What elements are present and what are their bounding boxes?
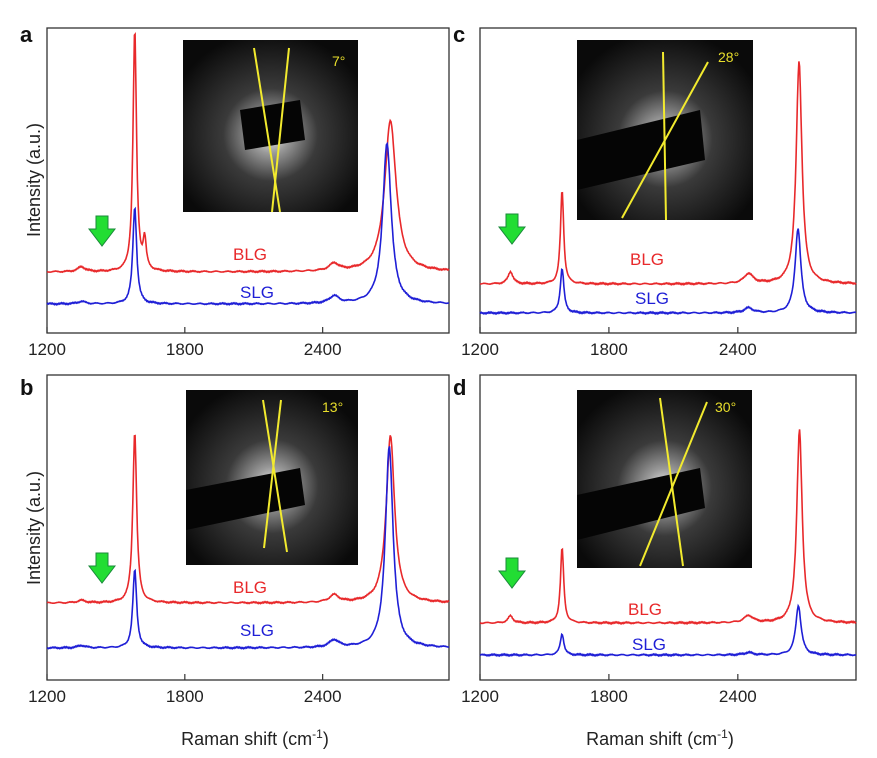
panel-label: d (453, 375, 466, 400)
slg-spectrum (46, 446, 450, 650)
blg-label: BLG (630, 250, 664, 269)
x-tick-label: 1800 (166, 340, 204, 359)
slg-spectrum (479, 603, 857, 658)
x-tick-label: 1800 (590, 687, 628, 706)
x-tick-label: 2400 (304, 687, 342, 706)
panel-a: 1200 1800 2400 a BLG SLG 7° (20, 22, 450, 359)
x-tick-label: 2400 (719, 340, 757, 359)
x-axis-label-sup: -1 (717, 727, 728, 741)
x-axis-label-sup: -1 (312, 727, 323, 741)
slg-label: SLG (635, 289, 669, 308)
x-tick-label: 1200 (28, 340, 66, 359)
plot-frame (479, 27, 857, 334)
y-axis-label-top: Intensity (a.u.) (24, 123, 44, 237)
panel-label: a (20, 22, 33, 47)
slg-label: SLG (240, 621, 274, 640)
blg-spectrum (479, 429, 857, 626)
plot-frame (46, 27, 450, 334)
x-tick-label: 2400 (304, 340, 342, 359)
diffraction-inset: 13° (186, 390, 358, 565)
x-axis-label-end: ) (323, 729, 329, 749)
x-ticks: 1200 1800 2400 (28, 327, 342, 359)
x-tick-label: 1800 (166, 687, 204, 706)
panel-d: 1200 1800 2400 d BLG SLG 30° (453, 374, 857, 706)
blg-spectrum (479, 61, 857, 286)
panel-label: b (20, 375, 33, 400)
inset-angle: 13° (322, 399, 343, 415)
green-arrow-icon (87, 552, 117, 584)
green-arrow-icon (497, 557, 527, 589)
x-axis-label-left: Raman shift (cm-1) (181, 727, 329, 749)
x-ticks: 1200 1800 2400 (461, 327, 757, 359)
x-axis-label-end: ) (728, 729, 734, 749)
green-arrow-icon (87, 215, 117, 247)
x-ticks: 1200 1800 2400 (28, 674, 342, 706)
panel-label: c (453, 22, 465, 47)
x-axis-label-text: Raman shift (cm (181, 729, 312, 749)
blg-spectrum (46, 434, 450, 605)
plot-frame (479, 374, 857, 681)
x-tick-label: 1800 (590, 340, 628, 359)
y-axis-label-bottom: Intensity (a.u.) (24, 471, 44, 585)
x-tick-label: 2400 (719, 687, 757, 706)
slg-label: SLG (240, 283, 274, 302)
diffraction-inset: 30° (577, 390, 752, 568)
x-tick-label: 1200 (461, 340, 499, 359)
blg-label: BLG (628, 600, 662, 619)
x-ticks: 1200 1800 2400 (461, 674, 757, 706)
panel-c: 1200 1800 2400 c BLG SLG 28° (453, 22, 857, 359)
diffraction-inset: 28° (577, 40, 753, 221)
x-tick-label: 1200 (28, 687, 66, 706)
green-arrow-icon (497, 213, 527, 245)
slg-label: SLG (632, 635, 666, 654)
x-axis-label-right: Raman shift (cm-1) (586, 727, 734, 749)
inset-angle: 28° (718, 49, 739, 65)
blg-label: BLG (233, 578, 267, 597)
blg-label: BLG (233, 245, 267, 264)
slg-spectrum (479, 228, 856, 316)
panel-b: 1200 1800 2400 b BLG SLG 13° (20, 374, 450, 706)
x-tick-label: 1200 (461, 687, 499, 706)
plot-frame (46, 374, 450, 681)
inset-angle: 30° (715, 399, 736, 415)
diffraction-inset: 7° (183, 40, 358, 213)
x-axis-label-text: Raman shift (cm (586, 729, 717, 749)
inset-angle: 7° (332, 53, 345, 69)
slg-spectrum (46, 141, 450, 306)
